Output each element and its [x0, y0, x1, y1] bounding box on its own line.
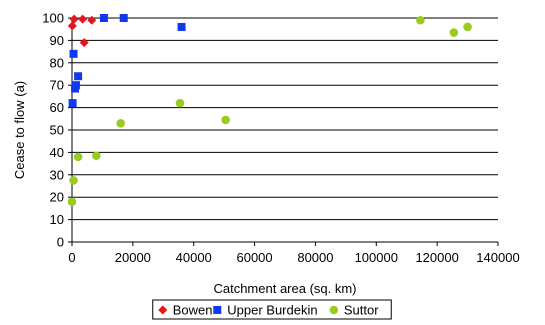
x-tick-label: 80000	[297, 250, 333, 265]
x-tick-label: 60000	[236, 250, 272, 265]
y-tick-label: 90	[50, 33, 64, 48]
y-tick-label: 30	[50, 167, 64, 182]
y-tick-label: 20	[50, 190, 64, 205]
y-tick-label: 40	[50, 145, 64, 160]
point-bowen	[87, 15, 97, 25]
point-upper-burdekin	[119, 14, 128, 22]
y-tick-label: 100	[42, 11, 64, 26]
x-tick-label: 120000	[415, 250, 458, 265]
point-upper-burdekin	[68, 99, 77, 108]
x-axis-title: Catchment area (sq. km)	[213, 281, 356, 296]
legend-marker-bowen	[158, 305, 168, 315]
point-suttor	[463, 22, 472, 32]
legend-marker-suttor	[329, 305, 339, 315]
point-suttor	[116, 118, 125, 128]
legend: Bowen Upper Burdekin Suttor	[152, 299, 392, 320]
point-bowen	[78, 14, 88, 24]
x-tick-label: 20000	[115, 250, 151, 265]
point-suttor	[67, 197, 77, 206]
legend-marker-upper-burdekin	[213, 306, 222, 314]
y-tick-label: 60	[50, 100, 64, 115]
point-suttor	[73, 152, 83, 162]
point-bowen	[79, 38, 89, 48]
point-upper-burdekin	[71, 81, 80, 90]
gridlines	[72, 17, 498, 221]
legend-box	[152, 299, 392, 320]
x-tick-label: 40000	[176, 250, 212, 265]
point-suttor	[69, 176, 78, 185]
y-tick-label: 70	[50, 78, 64, 93]
y-tick-label: 50	[50, 123, 64, 138]
point-suttor	[175, 98, 185, 108]
legend-label-suttor: Suttor	[344, 303, 379, 318]
legend-label-bowen: Bowen	[173, 303, 213, 318]
y-tick-label: 10	[50, 212, 64, 227]
point-upper-burdekin	[177, 22, 186, 31]
point-upper-burdekin	[74, 72, 83, 81]
point-bowen	[67, 21, 77, 31]
data-points	[67, 14, 472, 206]
point-suttor	[449, 28, 459, 37]
legend-label-upper-burdekin: Upper Burdekin	[227, 303, 317, 318]
x-tick-label: 0	[68, 250, 75, 265]
point-suttor	[416, 15, 425, 25]
x-tick-label: 100000	[355, 250, 398, 265]
point-bowen	[69, 14, 79, 24]
x-tick-label: 140000	[476, 250, 519, 265]
point-suttor	[221, 115, 230, 125]
y-tick-label: 0	[57, 235, 64, 250]
tick-labels: 0 10 20 30 40 50 60 70 80 90 100 0 20000 40000 60000 80…	[42, 11, 519, 266]
point-upper-burdekin	[99, 14, 108, 22]
axes	[68, 17, 499, 246]
y-tick-label: 80	[50, 55, 64, 70]
point-suttor	[92, 151, 101, 161]
y-axis-title: Cease to flow (a)	[12, 81, 27, 179]
point-upper-burdekin	[69, 49, 78, 58]
